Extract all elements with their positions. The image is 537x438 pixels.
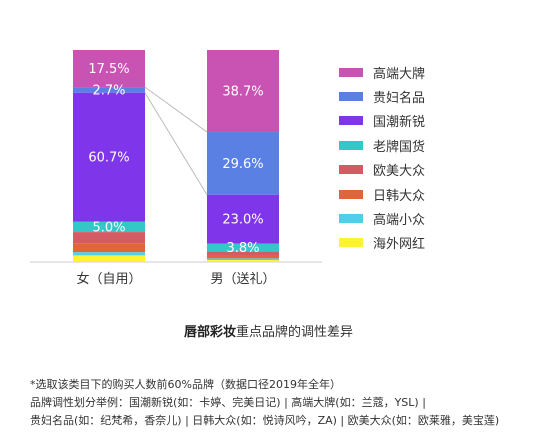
bar-segment-1-8: [73, 255, 145, 262]
stacked-bar-chart: 17.5% 2.7% 60.7% 5.0% 38.7% 29.6% 23.0% 3.8% 女（…: [30, 50, 322, 287]
data-label-5: 38.7%: [222, 85, 263, 100]
legend-label: 欧美大众: [373, 164, 426, 180]
x-tick-label-1: 女（自用）: [76, 271, 141, 287]
legend-swatch: [339, 92, 363, 102]
legend-label: 高端大牌: [373, 66, 426, 82]
bar-segment-1-7: [73, 252, 145, 256]
legend-swatch: [339, 67, 363, 77]
legend-label: 贵妇名品: [373, 91, 426, 107]
legend-item-5: 欧美大众: [339, 158, 425, 182]
bar-segment-1-2: [73, 87, 145, 93]
bar-segment-2-4: [207, 243, 279, 252]
footnote-line-3: 贵妇名品(如：纪梵希，香奈儿) | 日韩大众(如：悦诗风吟，ZA) | 欧美大众…: [30, 414, 500, 427]
legend-label: 国潮新锐: [373, 115, 426, 131]
legend-item-4: 老牌国货: [339, 133, 425, 157]
legend-swatch: [339, 165, 363, 175]
legend-item-8: 海外网红: [339, 231, 425, 255]
data-label-6: 29.6%: [222, 157, 263, 172]
legend-label: 高端小众: [373, 213, 426, 229]
legend-label: 日韩大众: [373, 188, 426, 204]
chart-legend: 高端大牌贵妇名品国潮新锐老牌国货欧美大众日韩大众高端小众海外网红: [339, 60, 425, 255]
bar-segment-1-3: [73, 92, 145, 222]
legend-label: 老牌国货: [373, 139, 426, 155]
data-label-1: 17.5%: [88, 62, 129, 77]
connector-line-2: [144, 92, 208, 196]
data-label-4: 5.0%: [92, 220, 125, 235]
footnote-line-1: *选取该类目下的购买人数前60%品牌（数据口径2019年全年）: [30, 378, 341, 391]
legend-item-7: 高端小众: [339, 206, 425, 230]
data-label-8: 3.8%: [226, 241, 259, 256]
bar-segment-1-4: [73, 221, 145, 233]
bar-segment-2-7: [207, 258, 279, 261]
bar-segment-2-1: [207, 50, 279, 133]
chart-caption: 唇部彩妆重点品牌的调性差异: [0, 321, 537, 340]
legend-swatch: [339, 140, 363, 150]
legend-label: 海外网红: [373, 237, 426, 253]
data-label-2: 2.7%: [92, 83, 125, 98]
legend-swatch: [339, 214, 363, 224]
data-label-7: 23.0%: [222, 213, 263, 228]
bar-segment-2-2: [207, 132, 279, 195]
caption-bold: 唇部彩妆: [183, 325, 236, 340]
footnote: *选取该类目下的购买人数前60%品牌（数据口径2019年全年） 品牌调性划分举例…: [30, 376, 499, 430]
bar-segment-2-5: [207, 251, 279, 256]
bar-segment-1-6: [73, 243, 145, 253]
legend-swatch: [339, 189, 363, 199]
bar-segment-2-8: [207, 260, 279, 262]
footnote-line-2: 品牌调性划分举例：国潮新锐(如：卡婷、完美日记) | 高端大牌(如：兰蔻，YSL…: [30, 396, 426, 409]
caption-rest: 重点品牌的调性差异: [236, 325, 354, 340]
bar-segment-2-3: [207, 194, 279, 244]
bar-segment-2-6: [207, 255, 279, 259]
bar-segment-1-5: [73, 232, 145, 244]
data-label-3: 60.7%: [88, 151, 129, 166]
legend-item-3: 国潮新锐: [339, 109, 425, 133]
connector-line-1: [144, 86, 208, 133]
legend-item-2: 贵妇名品: [339, 84, 425, 108]
legend-swatch: [339, 116, 363, 126]
legend-item-6: 日韩大众: [339, 182, 425, 206]
bar-segment-1-1: [73, 50, 145, 88]
x-tick-label-2: 男（送礼）: [210, 271, 275, 287]
legend-swatch: [339, 238, 363, 248]
legend-item-1: 高端大牌: [339, 60, 425, 84]
